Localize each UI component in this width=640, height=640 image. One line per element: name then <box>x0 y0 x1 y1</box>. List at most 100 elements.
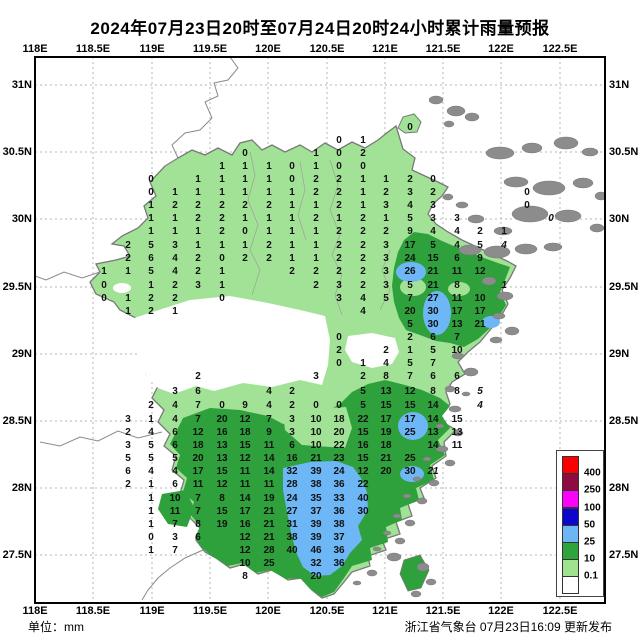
axis-label: 119E <box>139 43 165 55</box>
grid-value: 15 <box>404 400 416 411</box>
grid-value: 6 <box>430 371 436 382</box>
axis-label: 121E <box>372 605 398 617</box>
grid-value: 20 <box>404 306 416 317</box>
axis-label: 118E <box>22 43 48 55</box>
island <box>492 312 506 320</box>
grid-value: 26 <box>404 266 416 277</box>
island <box>511 205 549 223</box>
grid-value: 1 <box>242 240 248 251</box>
grid-value: 3 <box>289 427 295 438</box>
grid-value: 1 <box>360 174 366 185</box>
axis-label: 120E <box>255 43 281 55</box>
island <box>452 429 464 437</box>
grid-value: 2 <box>360 253 366 264</box>
grid-value: 21 <box>263 519 275 530</box>
grid-value: 4 <box>172 466 178 477</box>
grid-value: 12 <box>192 427 204 438</box>
grid-value: 0 <box>336 161 342 172</box>
grid-value: 1 <box>219 240 225 251</box>
grid-value: 10 <box>451 345 463 356</box>
legend-swatch <box>562 507 579 526</box>
grid-value: 25 <box>404 453 416 464</box>
grid-value: 10 <box>169 493 181 504</box>
grid-value: 1 <box>148 200 154 211</box>
grid-value: 1 <box>242 161 248 172</box>
grid-value: 1 <box>266 213 272 224</box>
axis-label: 27.5N <box>609 549 639 561</box>
axis-label: 122E <box>488 43 514 55</box>
grid-value: 1 <box>125 293 131 304</box>
source-label: 浙江省气象台 07月23日16:09 更新发布 <box>404 620 612 634</box>
province-north-tip <box>397 113 422 134</box>
axis-label: 120E <box>255 605 281 617</box>
grid-value: 22 <box>333 440 345 451</box>
grid-value: 4 <box>454 240 460 251</box>
grid-value: 16 <box>286 453 298 464</box>
grid-value: 19 <box>380 427 392 438</box>
grid-value: 9 <box>242 400 248 411</box>
island <box>496 291 514 301</box>
grid-value: 4 <box>266 386 272 397</box>
grid-value: 0 <box>242 148 248 159</box>
grid-value: 11 <box>239 466 251 477</box>
grid-value: 12 <box>404 386 416 397</box>
grid-value: 4 <box>430 226 436 237</box>
grid-value: 4 <box>148 466 154 477</box>
grid-value: 7 <box>172 545 178 556</box>
grid-value: 2 <box>336 187 342 198</box>
grid-value: 2 <box>195 266 201 277</box>
grid-value: 30 <box>427 319 439 330</box>
grid-value: 20 <box>216 414 228 425</box>
grid-value: 2 <box>125 479 131 490</box>
island <box>410 590 422 598</box>
grid-value: 18 <box>192 440 204 451</box>
grid-value: 0 <box>336 332 342 343</box>
grid-value: 1 <box>172 306 178 317</box>
grid-value: 16 <box>239 519 251 530</box>
grid-value: 7 <box>407 293 413 304</box>
grid-value: 0 <box>219 400 225 411</box>
grid-value: 36 <box>333 506 345 517</box>
grid-value: 1 <box>383 174 389 185</box>
grid-value: 12 <box>239 414 251 425</box>
grid-value: 5 <box>407 280 413 291</box>
island <box>446 105 466 117</box>
grid-value: 3 <box>172 386 178 397</box>
grid-value: 1 <box>289 226 295 237</box>
grid-value: 1 <box>383 213 389 224</box>
island <box>386 552 402 562</box>
grid-value: 2 <box>148 306 154 317</box>
grid-value: 1 <box>148 479 154 490</box>
legend-swatch <box>562 576 579 595</box>
grid-value: 5 <box>148 453 154 464</box>
grid-value: 12 <box>474 266 486 277</box>
grid-value: 37 <box>333 532 345 543</box>
grid-value: 1 <box>195 226 201 237</box>
grid-value: 3 <box>454 213 460 224</box>
grid-value: 13 <box>427 427 439 438</box>
grid-value: 21 <box>263 506 275 517</box>
grid-value: 2 <box>125 240 131 251</box>
grid-value: 3 <box>383 253 389 264</box>
grid-value: 8 <box>195 519 201 530</box>
grid-value: 8 <box>219 493 225 504</box>
island <box>404 519 416 527</box>
grid-value: 2 <box>360 148 366 159</box>
axis-label: 29.5N <box>609 281 639 293</box>
grid-value: 3 <box>336 293 342 304</box>
axis-label: 121E <box>372 43 398 55</box>
grid-value: 6 <box>195 386 201 397</box>
rain-band-hole2 <box>448 282 470 296</box>
map-frame <box>34 56 606 604</box>
island <box>392 513 402 519</box>
island <box>443 120 455 128</box>
grid-value: 7 <box>454 332 460 343</box>
grid-value: 7 <box>407 371 413 382</box>
axis-label: 28N <box>609 482 630 494</box>
grid-value: 15 <box>239 440 251 451</box>
axis-label: 28.5N <box>2 415 32 427</box>
island <box>451 352 465 360</box>
grid-value: 6 <box>148 253 154 264</box>
heavy-rain-1 <box>396 262 426 282</box>
city-boundaries <box>247 151 391 316</box>
